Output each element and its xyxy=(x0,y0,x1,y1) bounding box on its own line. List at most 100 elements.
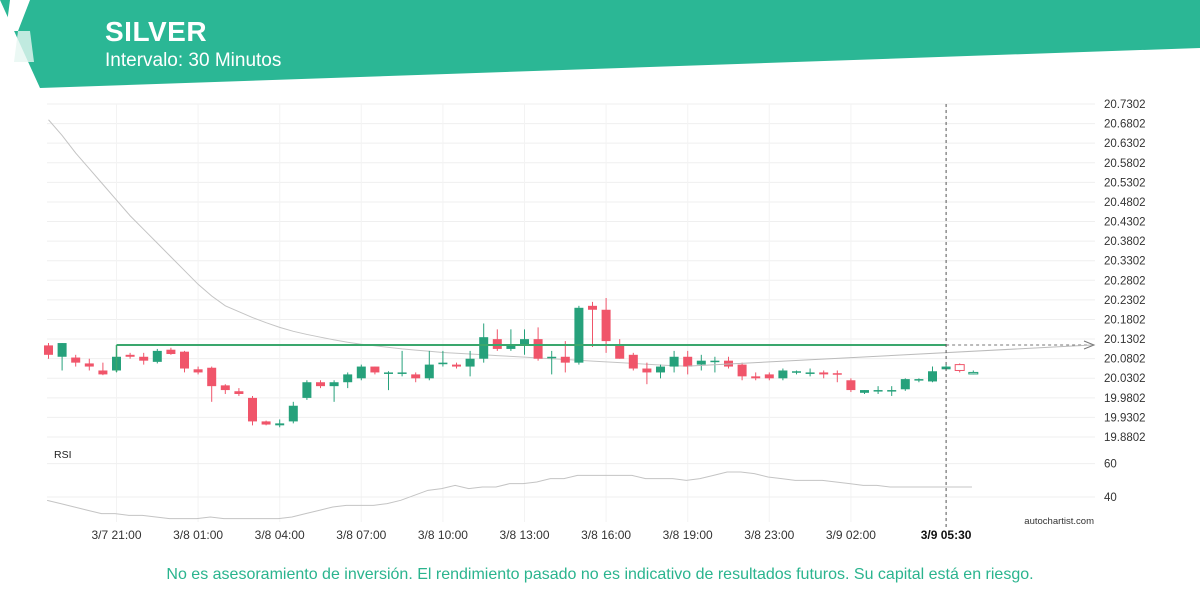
rsi-tick-label: 60 xyxy=(1104,459,1117,471)
candle-body xyxy=(506,345,516,349)
candle-body xyxy=(547,356,557,359)
candle-body xyxy=(778,370,788,379)
grid-layer xyxy=(47,103,1095,522)
y-tick-label: 20.4802 xyxy=(1104,197,1146,209)
y-tick-label: 20.7302 xyxy=(1104,99,1146,111)
candle-body xyxy=(180,351,189,369)
autochartist-logo-icon xyxy=(6,0,34,62)
y-tick-label: 20.3302 xyxy=(1104,256,1146,268)
y-tick-label: 20.5802 xyxy=(1104,158,1146,170)
candle-body xyxy=(207,367,217,387)
moving-average-line xyxy=(48,119,688,367)
candle-body xyxy=(928,371,937,382)
candle-body xyxy=(139,356,149,361)
x-tick-label: 3/8 01:00 xyxy=(173,528,223,542)
x-tick-label: 3/9 02:00 xyxy=(826,528,876,542)
candle-body xyxy=(384,372,393,374)
candle-body xyxy=(465,358,475,367)
watermark-text: autochartist.com xyxy=(1024,516,1094,527)
x-tick-label: 3/8 16:00 xyxy=(581,528,631,542)
candle-body xyxy=(343,374,353,383)
candle-body xyxy=(302,382,312,398)
disclaimer-text: No es asesoramiento de inversión. El ren… xyxy=(166,566,1034,583)
candle-body xyxy=(125,354,135,357)
candle-body xyxy=(220,385,230,391)
candle-body xyxy=(193,369,203,373)
candle-body xyxy=(261,421,271,425)
y-tick-label: 19.9302 xyxy=(1104,412,1146,424)
candle-body xyxy=(84,363,94,367)
x-tick-label: 3/8 07:00 xyxy=(336,528,386,542)
candle-body xyxy=(438,362,448,365)
y-tick-label: 20.2302 xyxy=(1104,295,1146,307)
y-tick-label: 20.2802 xyxy=(1104,275,1146,287)
candle-body xyxy=(356,366,366,379)
candle-body xyxy=(166,349,176,355)
candle-body xyxy=(751,376,761,379)
forecast-candle-body xyxy=(968,371,979,375)
candle-body xyxy=(71,357,81,363)
candle-body xyxy=(397,372,407,374)
candle-body xyxy=(846,380,856,391)
candle-body xyxy=(900,379,910,390)
y-tick-label: 19.9802 xyxy=(1104,393,1146,405)
candle-body xyxy=(234,391,244,394)
candle-body xyxy=(98,370,108,375)
candle-body xyxy=(860,390,869,393)
candle-body xyxy=(574,307,584,363)
x-tick-label: 3/8 13:00 xyxy=(499,528,549,542)
x-tick-label: 3/8 04:00 xyxy=(255,528,305,542)
candles-layer xyxy=(44,298,979,428)
candle-body xyxy=(683,356,693,367)
candle-body xyxy=(669,356,679,367)
candle-body xyxy=(710,360,720,363)
y-tick-label: 20.0802 xyxy=(1104,354,1146,366)
projection-arrow-icon xyxy=(1083,340,1096,350)
candle-body xyxy=(560,356,570,363)
candle-body xyxy=(792,371,801,373)
candle-body xyxy=(370,366,380,373)
candle-body xyxy=(288,405,298,422)
x-tick-label: 3/7 21:00 xyxy=(91,528,141,542)
rsi-label: RSI xyxy=(54,449,72,461)
instrument-title: SILVER xyxy=(105,16,208,47)
y-tick-label: 20.3802 xyxy=(1104,236,1146,248)
rsi-tick-label: 40 xyxy=(1104,492,1117,504)
candle-body xyxy=(424,364,434,379)
candle-body xyxy=(615,345,625,359)
candle-body xyxy=(832,373,842,375)
candle-body xyxy=(642,368,652,373)
y-tick-label: 20.4302 xyxy=(1104,217,1146,229)
candle-body xyxy=(479,337,489,359)
candle-body xyxy=(696,360,706,365)
forecast-candle-body xyxy=(954,364,965,371)
moving-average-layer xyxy=(48,119,688,367)
y-tick-label: 19.8802 xyxy=(1104,432,1146,444)
candle-body xyxy=(805,372,815,374)
x-tick-label: 3/8 19:00 xyxy=(663,528,713,542)
candle-body xyxy=(411,374,421,379)
axis-layer: 20.7302 20.6802 20.6302 20.5802 20.5302 20.48… xyxy=(91,99,1145,542)
candle-body xyxy=(248,397,257,422)
y-tick-label: 20.0302 xyxy=(1104,373,1146,385)
candle-body xyxy=(819,372,829,375)
candle-body xyxy=(656,366,665,373)
y-tick-label: 20.6302 xyxy=(1104,138,1146,150)
y-tick-label: 20.1802 xyxy=(1104,314,1146,326)
x-tick-label: 3/8 10:00 xyxy=(418,528,468,542)
candle-body xyxy=(941,366,951,370)
candle-body xyxy=(601,309,611,342)
header-background xyxy=(0,0,1200,88)
candle-body xyxy=(520,339,529,346)
pattern-layer xyxy=(115,340,1096,373)
candle-body xyxy=(452,364,461,367)
candle-body xyxy=(57,343,67,357)
y-tick-label: 20.1302 xyxy=(1104,334,1146,346)
candle-body xyxy=(44,345,53,355)
candle-body xyxy=(588,305,597,310)
price-chart: 40 60 RSI 20.7302 20.6802 20.6302 20.5802 20.5… xyxy=(44,99,1146,542)
candle-body xyxy=(316,382,325,387)
rsi-panel: 40 60 RSI xyxy=(47,449,1117,520)
header-banner: SILVER Intervalo: 30 Minutos xyxy=(0,0,1200,90)
candle-body xyxy=(329,382,339,387)
